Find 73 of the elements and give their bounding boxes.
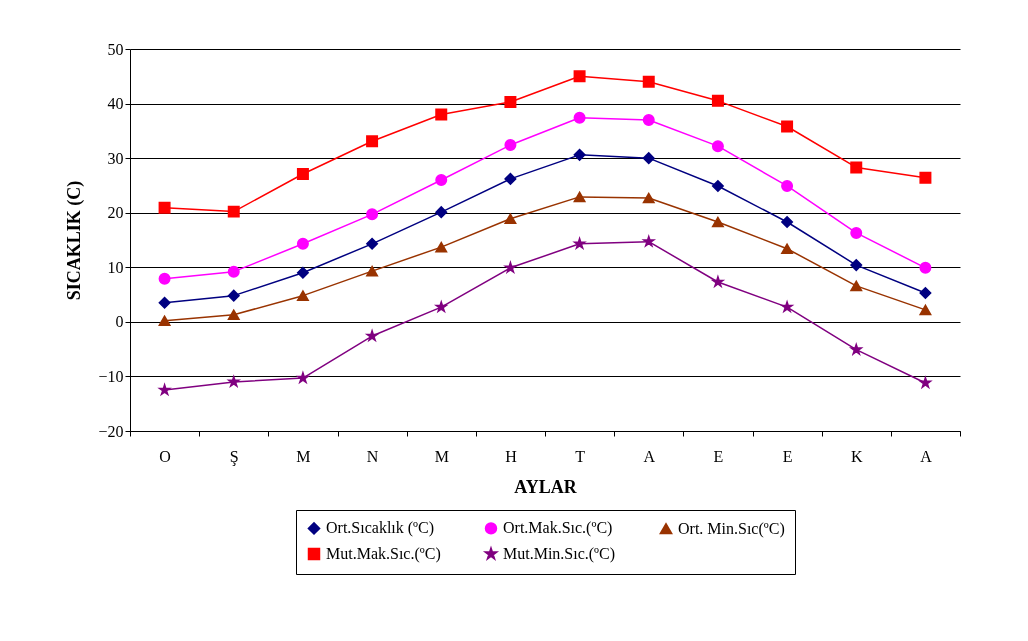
point [366,237,379,250]
point [711,216,724,228]
point [919,171,932,184]
point [435,206,448,219]
point [296,266,309,279]
point [366,135,379,148]
point [642,152,655,165]
point [296,167,309,180]
point [227,205,240,218]
point [296,237,309,250]
point [227,289,240,302]
point [711,94,724,107]
point [504,139,517,152]
x-axis-title: AYLAR [514,476,578,497]
x-tick-label: E [782,447,793,465]
point [158,296,171,309]
point [573,148,586,161]
point [850,259,863,272]
x-tick-label: Ş [229,447,239,466]
point [850,280,863,292]
point [296,290,309,301]
point [781,120,794,133]
y-tick-label: 50 [107,40,124,58]
point [227,309,240,321]
point [227,265,240,278]
point [781,243,794,255]
legend-label: Ort. Min.Sıc(ºC) [678,519,785,538]
y-tick-label: 10 [107,258,124,276]
point [919,286,932,299]
x-tick-label: A [643,447,656,465]
legend-label: Ort.Sıcaklık (ºC) [326,519,435,538]
x-tick-label: M [434,447,449,465]
point [642,192,655,204]
point [711,179,724,192]
legend-label: Mut.Mak.Sıc.(ºC) [326,545,441,563]
legend-label: Ort.Mak.Sıc.(ºC) [503,519,613,538]
y-tick-label: −20 [98,422,124,440]
y-tick-label: 20 [107,204,124,222]
x-tick-label: E [713,447,724,465]
x-tick-label: K [850,447,863,465]
x-tick-label: M [296,447,311,465]
point [504,172,517,185]
y-tick-label: 0 [115,313,124,331]
point [366,208,379,221]
x-tick-label: A [920,447,933,465]
point [919,261,932,274]
point [781,179,794,192]
x-tick-label: H [505,447,518,465]
legend-label: Mut.Min.Sıc.(ºC) [503,545,616,563]
y-tick-label: 30 [107,149,124,167]
point [504,95,517,108]
point [573,70,586,83]
point [435,173,448,186]
point [642,75,655,88]
y-tick-label: −10 [98,367,124,385]
x-tick-label: T [575,447,586,465]
point [158,201,171,214]
point [781,216,794,228]
point [504,261,517,273]
y-axis-title: SICAKLIK (C) [64,180,86,301]
point [642,113,655,126]
point [573,111,586,124]
point [711,140,724,153]
point [366,265,379,277]
point [850,161,863,174]
point [158,272,171,285]
point [850,226,863,239]
point [573,237,586,249]
point [435,108,448,121]
y-tick-label: 40 [107,95,124,113]
x-tick-label: O [159,447,171,465]
x-tick-label: N [366,447,379,465]
point [435,241,448,253]
